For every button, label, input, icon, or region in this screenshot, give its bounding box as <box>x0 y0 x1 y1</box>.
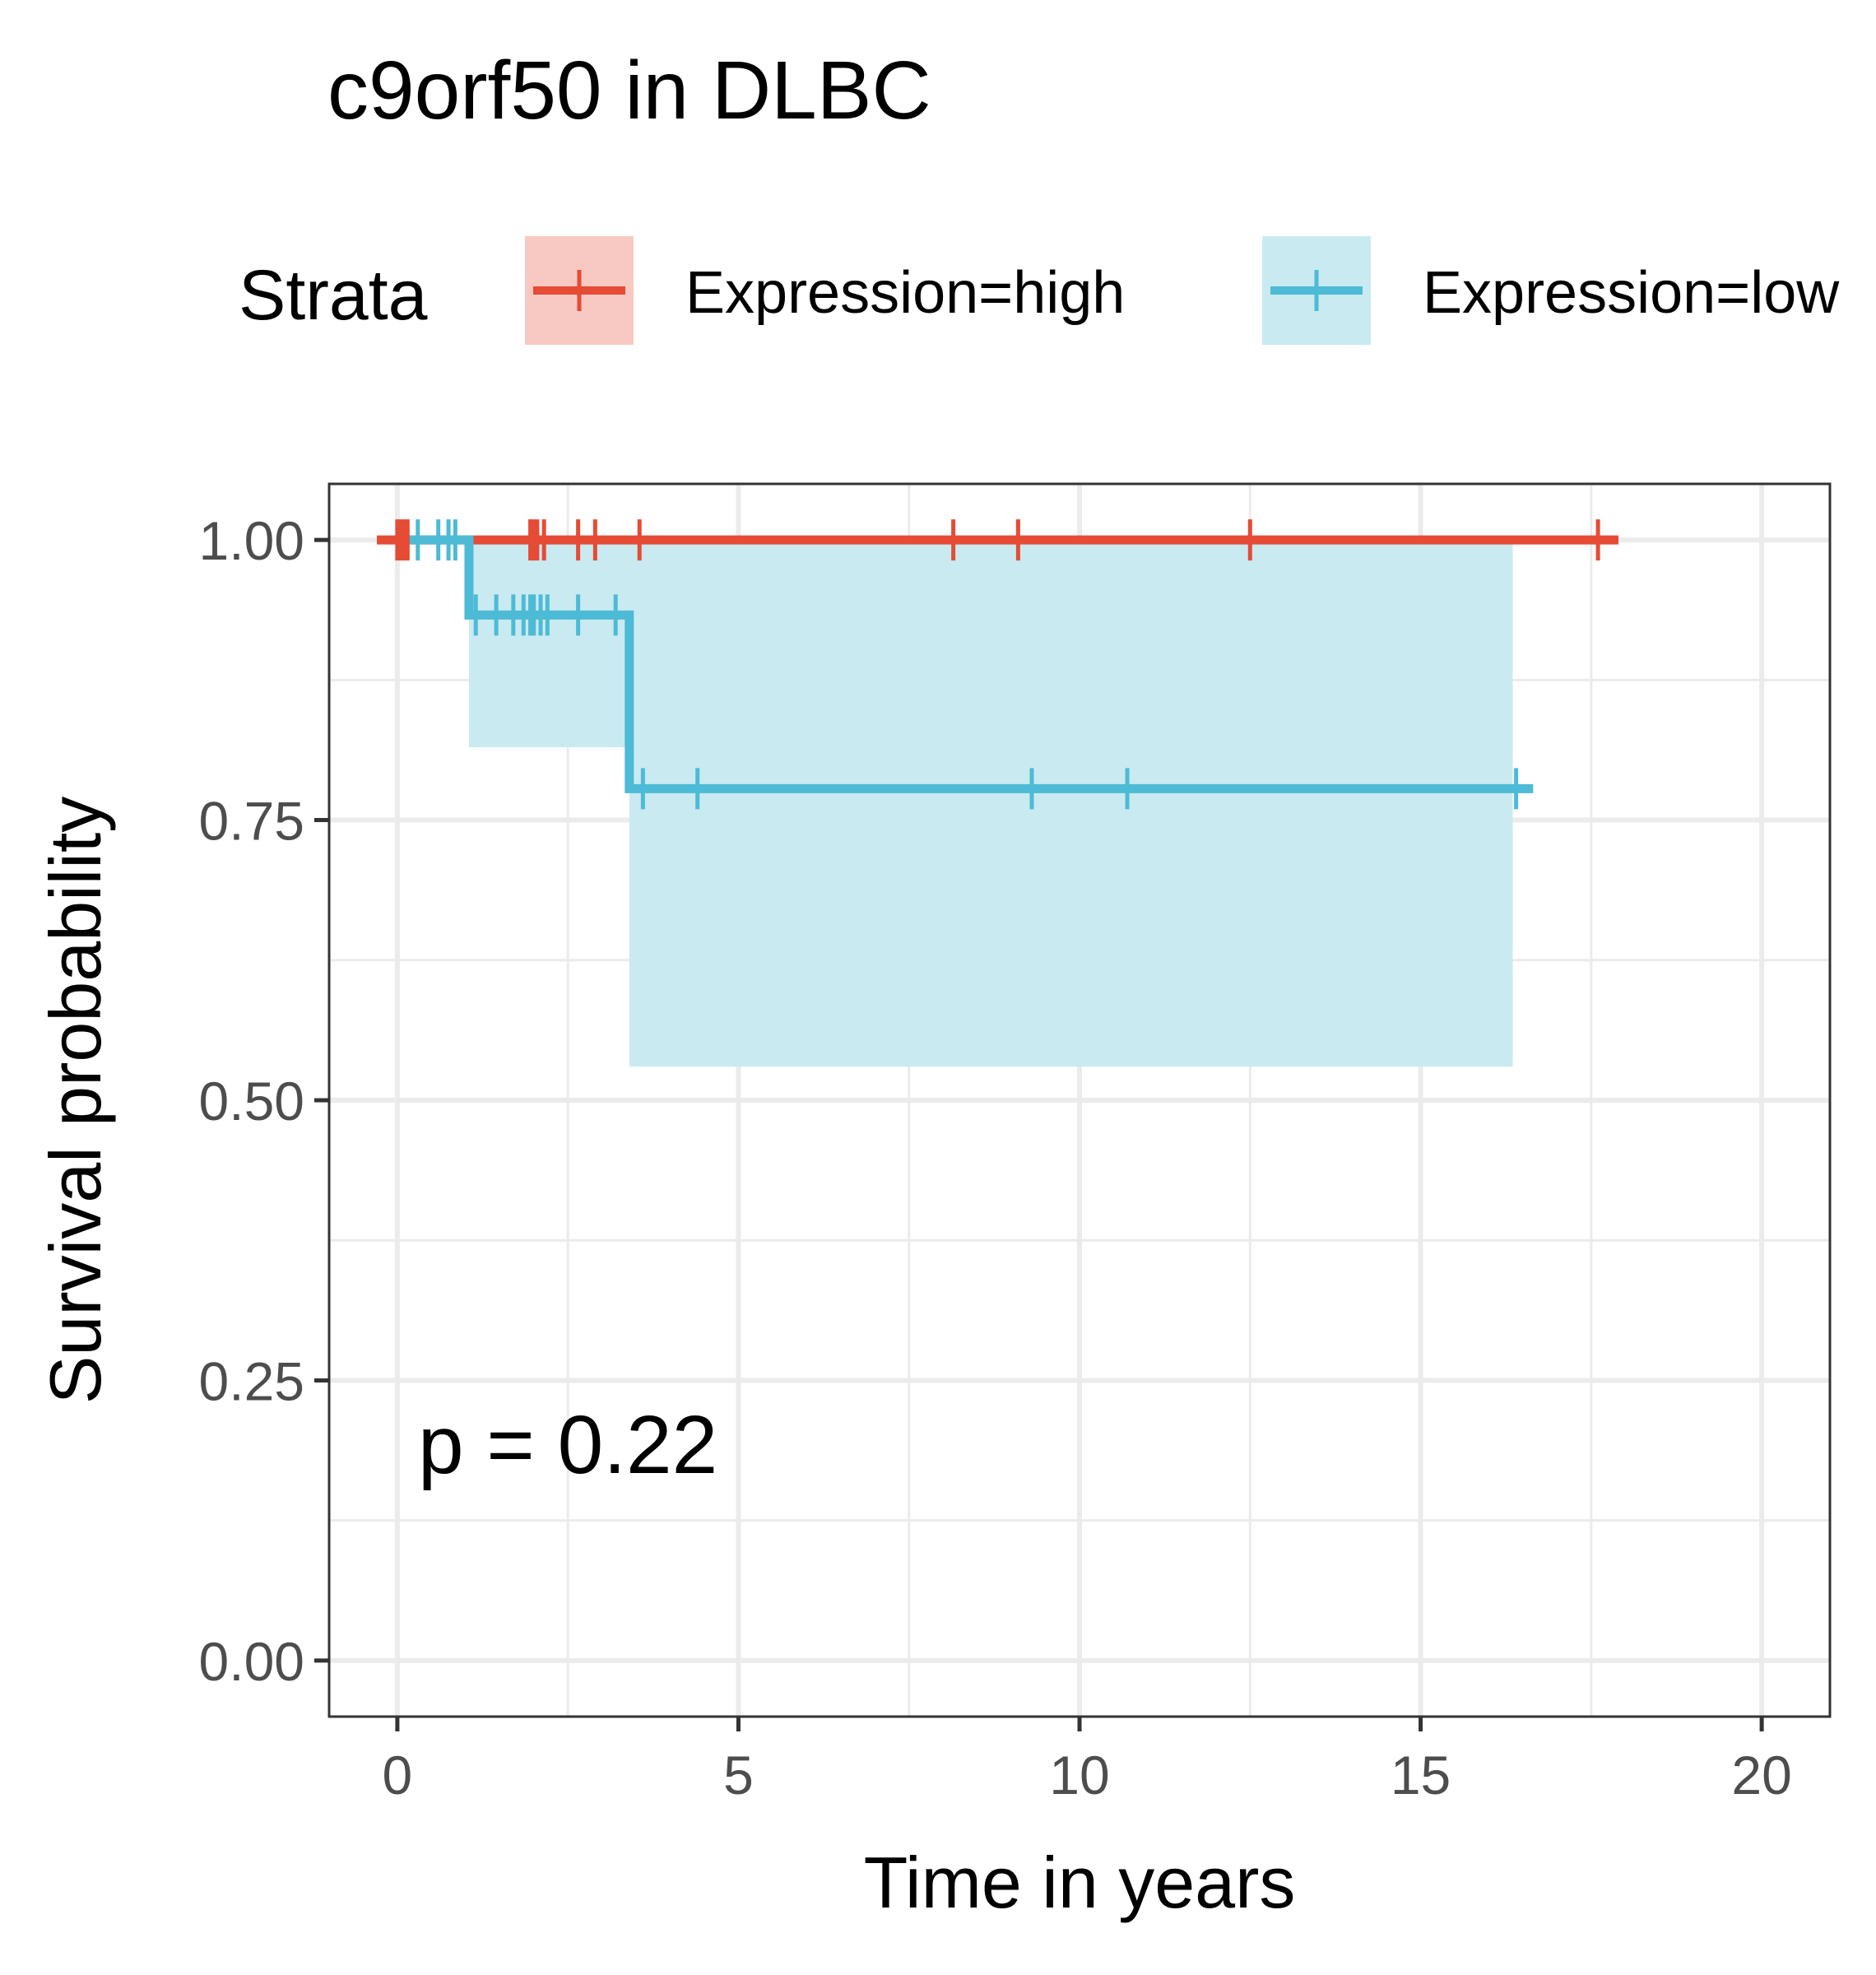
confidence-bands <box>468 540 1513 1067</box>
legend-title: Strata <box>239 256 428 335</box>
confidence-band <box>468 540 629 748</box>
x-tick-label: 20 <box>1731 1745 1791 1805</box>
legend-label: Expression=high <box>685 260 1125 326</box>
y-tick-label: 0.75 <box>199 791 304 852</box>
y-tick-label: 0.25 <box>199 1350 304 1411</box>
confidence-band <box>629 540 1513 1067</box>
chart-title: c9orf50 in DLBC <box>327 44 931 137</box>
x-tick-label: 0 <box>383 1745 413 1805</box>
censor-marks <box>395 519 1600 810</box>
legend-label: Expression=low <box>1423 260 1840 326</box>
y-tick-label: 0.50 <box>199 1071 304 1132</box>
legend: Strata Expression=high Expression=low <box>239 236 1840 345</box>
p-value-annotation: p = 0.22 <box>418 1399 717 1491</box>
y-tick-label: 1.00 <box>199 510 304 571</box>
y-tick-label: 0.00 <box>199 1631 304 1692</box>
x-tick-label: 15 <box>1391 1745 1451 1805</box>
axis-ticks: 0 5 10 15 20 0.00 0.25 0.50 0.75 1.00 <box>199 510 1792 1805</box>
y-axis-label: Survival probability <box>35 797 116 1405</box>
x-axis-label: Time in years <box>864 1842 1296 1923</box>
x-tick-label: 5 <box>723 1745 754 1805</box>
x-tick-label: 10 <box>1049 1745 1109 1805</box>
